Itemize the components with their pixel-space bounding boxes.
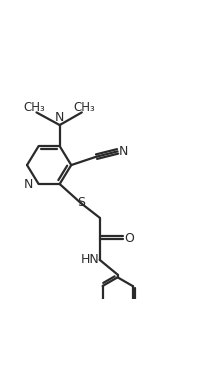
Text: N: N	[55, 111, 64, 124]
Text: O: O	[124, 232, 134, 245]
Text: HN: HN	[81, 253, 100, 266]
Text: N: N	[119, 145, 129, 158]
Text: S: S	[77, 197, 85, 209]
Text: CH₃: CH₃	[73, 101, 95, 114]
Text: CH₃: CH₃	[24, 101, 45, 114]
Text: N: N	[23, 178, 33, 190]
